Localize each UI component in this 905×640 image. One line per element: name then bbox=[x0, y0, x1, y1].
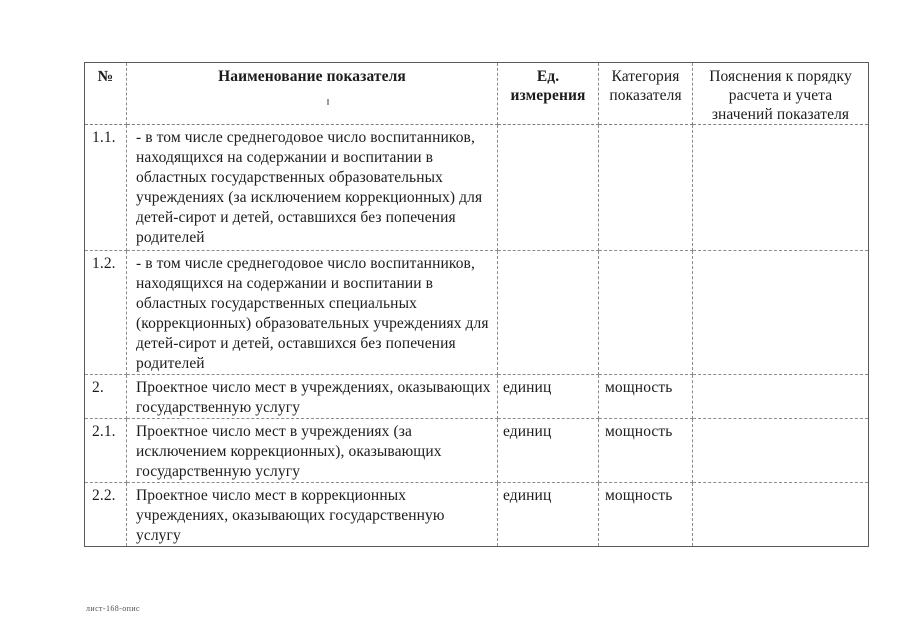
scan-artifact-speck bbox=[327, 99, 329, 105]
indicator-name-line: исключением коррекционных), оказывающих bbox=[136, 443, 442, 460]
row-number-cell: 1.1. bbox=[84, 124, 127, 251]
unit-cell: единиц bbox=[497, 418, 599, 483]
indicator-name-line: областных государственных образовательны… bbox=[136, 169, 443, 186]
explanation-cell bbox=[692, 250, 869, 375]
indicator-name-line: родителей bbox=[136, 229, 205, 246]
category-cell bbox=[598, 250, 693, 375]
indicator-name-cell: Проектное число мест в коррекционных учр… bbox=[126, 482, 498, 547]
indicator-name-line: государственную услугу bbox=[136, 399, 301, 416]
indicator-name-line: учреждениях (за исключением коррекционны… bbox=[136, 189, 483, 206]
category-cell: мощность bbox=[598, 374, 693, 419]
indicator-name-line: (коррекционных) образовательных учрежден… bbox=[136, 315, 489, 332]
indicator-name-line: услугу bbox=[136, 527, 181, 544]
unit-cell bbox=[497, 250, 599, 375]
header-category: Категория показателя bbox=[598, 62, 693, 125]
table-row: 1.2. - в том числе среднегодовое число в… bbox=[84, 250, 869, 375]
indicator-name-line: Проектное число мест в учреждениях (за bbox=[136, 423, 412, 440]
indicator-name-cell: - в том числе среднегодовое число воспит… bbox=[126, 250, 498, 375]
category-cell: мощность bbox=[598, 482, 693, 547]
table-row: 2. Проектное число мест в учреждениях, о… bbox=[84, 374, 869, 419]
indicator-name-line: учреждениях, оказывающих государственную bbox=[136, 507, 445, 524]
indicator-name-line: областных государственных специальных bbox=[136, 295, 417, 312]
footer-note: лист-168-опис bbox=[86, 604, 140, 613]
indicator-name-cell: Проектное число мест в учреждениях (за и… bbox=[126, 418, 498, 483]
explanation-cell bbox=[692, 418, 869, 483]
header-indicator-name: Наименование показателя bbox=[126, 62, 498, 125]
indicator-name-cell: Проектное число мест в учреждениях, оказ… bbox=[126, 374, 498, 419]
row-number-cell: 2. bbox=[84, 374, 127, 419]
indicator-name-cell: - в том числе среднегодовое число воспит… bbox=[126, 124, 498, 251]
row-number-cell: 2.1. bbox=[84, 418, 127, 483]
indicator-name-line: родителей bbox=[136, 355, 205, 372]
row-number-cell: 2.2. bbox=[84, 482, 127, 547]
unit-cell bbox=[497, 124, 599, 251]
indicators-table: № Наименование показателя Ед. измерения … bbox=[84, 62, 869, 547]
indicator-name-line: детей-сирот и детей, оставшихся без попе… bbox=[136, 335, 456, 352]
indicator-name-line: - в том числе среднегодовое число воспит… bbox=[136, 255, 475, 272]
explanation-cell bbox=[692, 374, 869, 419]
header-explanation: Пояснения к порядку расчета и учета знач… bbox=[692, 62, 869, 125]
indicator-name-line: находящихся на содержании и воспитании в bbox=[136, 275, 434, 292]
explanation-cell bbox=[692, 482, 869, 547]
indicator-name-line: государственную услугу bbox=[136, 463, 301, 480]
category-cell bbox=[598, 124, 693, 251]
indicator-name-line: Проектное число мест в коррекционных bbox=[136, 487, 407, 504]
indicator-name-line: находящихся на содержании и воспитании в bbox=[136, 149, 434, 166]
indicator-name-line: - в том числе среднегодовое число воспит… bbox=[136, 129, 475, 146]
category-cell: мощность bbox=[598, 418, 693, 483]
table-row: 2.2. Проектное число мест в коррекционны… bbox=[84, 482, 869, 547]
table-header-row: № Наименование показателя Ед. измерения … bbox=[84, 62, 869, 125]
indicator-name-line: Проектное число мест в учреждениях, оказ… bbox=[136, 379, 491, 396]
explanation-cell bbox=[692, 124, 869, 251]
indicator-name-line: детей-сирот и детей, оставшихся без попе… bbox=[136, 209, 456, 226]
unit-cell: единиц bbox=[497, 482, 599, 547]
row-number-cell: 1.2. bbox=[84, 250, 127, 375]
table-row: 2.1. Проектное число мест в учреждениях … bbox=[84, 418, 869, 483]
table-row: 1.1. - в том числе среднегодовое число в… bbox=[84, 124, 869, 251]
header-number: № bbox=[84, 62, 127, 125]
unit-cell: единиц bbox=[497, 374, 599, 419]
header-unit: Ед. измерения bbox=[497, 62, 599, 125]
